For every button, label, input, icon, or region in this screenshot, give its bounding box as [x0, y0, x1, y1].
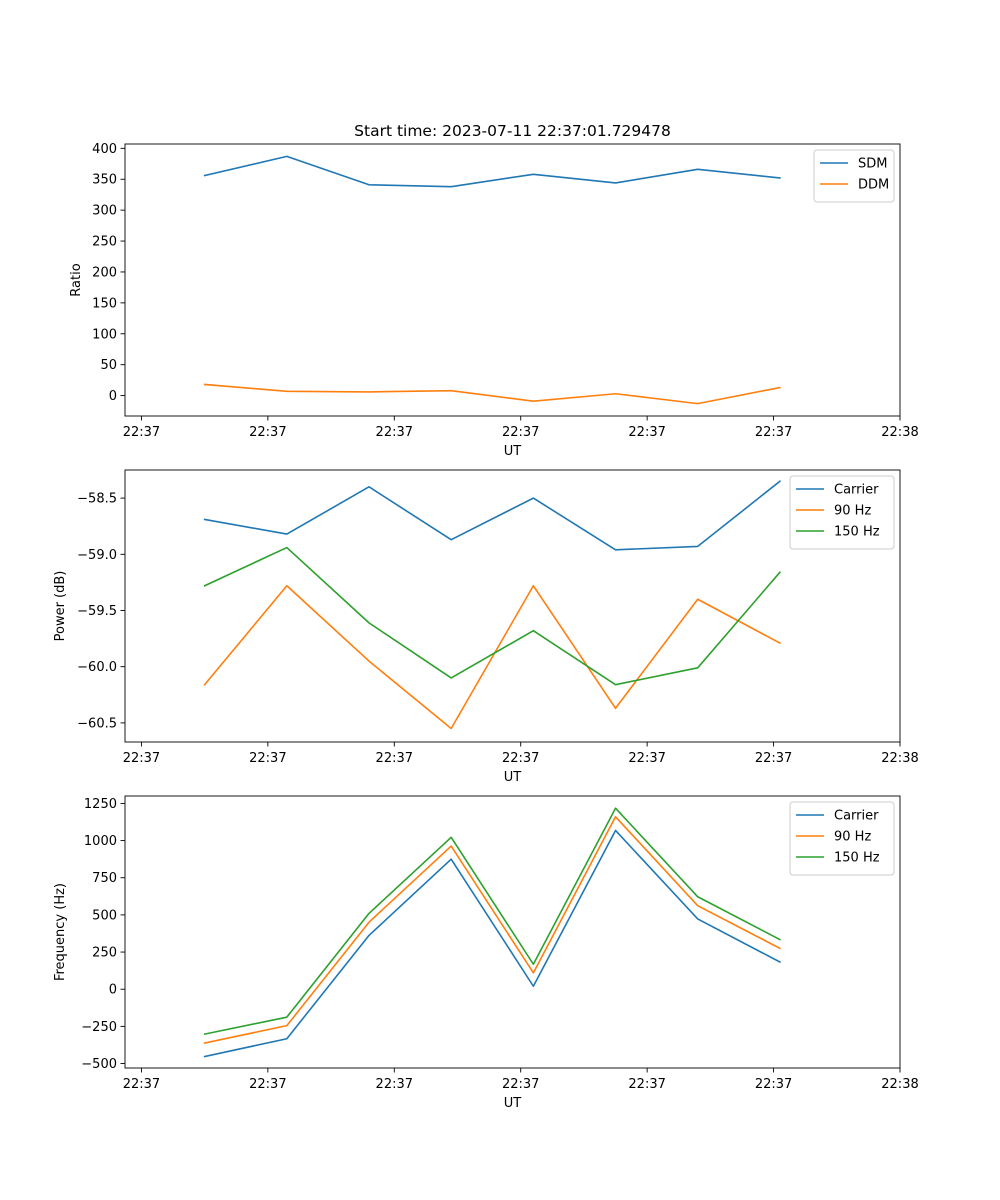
series-line-90-hz	[203, 816, 781, 1044]
y-tick-label: −59.5	[77, 604, 117, 619]
series-line-ddm	[203, 383, 781, 405]
y-tick-label: 500	[92, 908, 117, 923]
x-tick-label: 22:37	[249, 1077, 286, 1092]
y-tick-label: 250	[92, 946, 117, 961]
x-tick-label: 22:37	[376, 425, 413, 440]
y-tick-label: 100	[92, 327, 117, 342]
y-tick-label: 1000	[84, 834, 117, 849]
legend: SDM DDM	[813, 149, 895, 203]
x-tick-label: 22:37	[376, 1077, 413, 1092]
legend: Carrier 90 Hz 150 Hz	[789, 475, 895, 550]
x-axis-label: UT	[504, 444, 522, 459]
legend-label: 150 Hz	[834, 851, 880, 866]
series-line-sdm	[203, 155, 781, 188]
series-line-carrier	[203, 480, 782, 551]
x-tick-label: 22:37	[249, 425, 286, 440]
x-tick-label: 22:38	[881, 751, 918, 766]
series-line-90-hz	[203, 584, 781, 730]
y-tick-label: −250	[81, 1020, 117, 1035]
legend: Carrier 90 Hz 150 Hz	[789, 801, 895, 876]
x-tick-label: 22:38	[881, 425, 918, 440]
x-tick-label: 22:37	[755, 1077, 792, 1092]
y-tick-label: −500	[81, 1057, 117, 1072]
subplot-1: 22:37 22:37 22:37 22:37 22:37 22:37 22:38 0 50 10…	[69, 142, 919, 459]
y-tick-label: −60.0	[77, 660, 117, 675]
series-line-carrier	[203, 829, 781, 1058]
y-tick-label: 150	[92, 296, 117, 311]
x-tick-label: 22:37	[755, 425, 792, 440]
legend-label: Carrier	[834, 483, 879, 498]
x-tick-label: 22:37	[123, 1077, 160, 1092]
y-axis-label: Power (dB)	[53, 571, 68, 642]
y-tick-label: 300	[92, 204, 117, 219]
series-line-150-hz	[203, 807, 781, 1036]
axes-frame	[124, 795, 901, 1069]
x-tick-label: 22:37	[502, 1077, 539, 1092]
axes-frame	[124, 143, 901, 417]
legend-label: Carrier	[834, 809, 879, 824]
y-tick-label: −58.5	[77, 492, 117, 507]
series-line-150-hz	[203, 546, 782, 686]
plots-container: 22:37 22:37 22:37 22:37 22:37 22:37 22:38 0 50 10…	[53, 142, 919, 1111]
legend-label: 90 Hz	[834, 830, 871, 845]
legend-label: 90 Hz	[834, 504, 871, 519]
y-tick-label: 1250	[84, 797, 117, 812]
y-axis-label: Ratio	[69, 263, 84, 296]
x-tick-label: 22:37	[502, 425, 539, 440]
x-tick-label: 22:37	[628, 425, 665, 440]
x-tick-label: 22:38	[881, 1077, 918, 1092]
y-tick-label: 400	[92, 142, 117, 157]
subplot-3: 22:37 22:37 22:37 22:37 22:37 22:37 22:38 −500 −…	[53, 795, 919, 1111]
legend-label: DDM	[858, 178, 889, 193]
y-tick-label: 0	[109, 983, 117, 998]
y-tick-label: −59.0	[77, 548, 117, 563]
y-tick-label: 750	[92, 871, 117, 886]
x-tick-label: 22:37	[123, 425, 160, 440]
axes-frame	[124, 469, 901, 743]
y-tick-label: 50	[100, 358, 117, 373]
subplot-2: 22:37 22:37 22:37 22:37 22:37 22:37 22:38 −60.5…	[53, 469, 919, 785]
legend-label: 150 Hz	[834, 525, 880, 540]
x-tick-label: 22:37	[376, 751, 413, 766]
x-axis-label: UT	[504, 1096, 522, 1111]
x-axis-label: UT	[504, 770, 522, 785]
x-tick-label: 22:37	[502, 751, 539, 766]
x-tick-label: 22:37	[123, 751, 160, 766]
y-axis-label: Frequency (Hz)	[53, 883, 68, 981]
legend-label: SDM	[858, 157, 887, 172]
x-tick-label: 22:37	[755, 751, 792, 766]
y-tick-label: −60.5	[77, 716, 117, 731]
x-tick-label: 22:37	[249, 751, 286, 766]
x-tick-label: 22:37	[628, 1077, 665, 1092]
y-tick-label: 250	[92, 235, 117, 250]
y-tick-label: 350	[92, 173, 117, 188]
chart-title: Start time: 2023-07-11 22:37:01.729478	[354, 122, 671, 140]
x-tick-label: 22:37	[628, 751, 665, 766]
y-tick-label: 200	[92, 265, 117, 280]
y-tick-label: 0	[109, 389, 117, 404]
